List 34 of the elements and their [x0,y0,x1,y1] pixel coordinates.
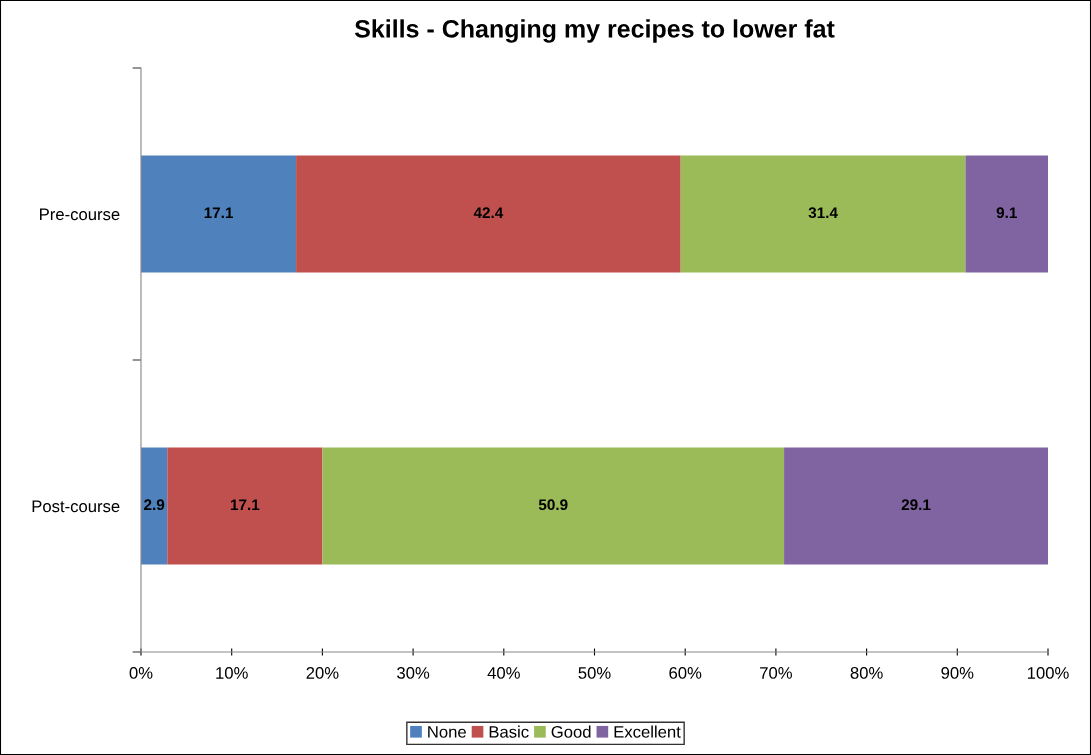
data-label: 17.1 [230,499,260,510]
bar [141,155,297,273]
y-tick-label: Pre-course [40,208,120,221]
data-label: 17.1 [204,207,233,218]
x-tick-label: 10% [216,667,248,679]
x-tick-label: 70% [760,667,792,679]
legend-label: None [428,726,466,738]
bar [141,447,168,565]
data-label: 50.9 [538,499,568,511]
bar [680,155,966,273]
data-label: 29.1 [901,499,931,511]
bar [167,447,323,565]
x-tick-label: 0% [129,667,153,679]
x-tick-label: 80% [850,667,883,679]
data-label: 42.4 [473,207,504,218]
x-tick-label: 40% [487,667,520,679]
x-tick-label: 30% [397,667,430,679]
chart-title: Skills - Changing my recipes to lower fat [354,19,835,43]
legend-label: Excellent [614,725,681,738]
x-tick-label: 100% [1027,667,1069,679]
bar [322,447,785,565]
bar [296,155,681,273]
legend-label: Basic [489,725,529,738]
data-label: 9.1 [996,207,1017,219]
data-label: 31.4 [808,207,838,219]
legend-label: Good [551,725,591,738]
bar [784,447,1048,565]
data-label: 2.9 [144,499,165,511]
y-tick-label: Post-course [32,500,120,513]
x-tick-label: 90% [941,667,974,679]
x-tick-label: 20% [306,667,339,679]
x-tick-label: 50% [578,667,611,679]
bar [965,155,1048,273]
x-tick-label: 60% [669,667,702,679]
